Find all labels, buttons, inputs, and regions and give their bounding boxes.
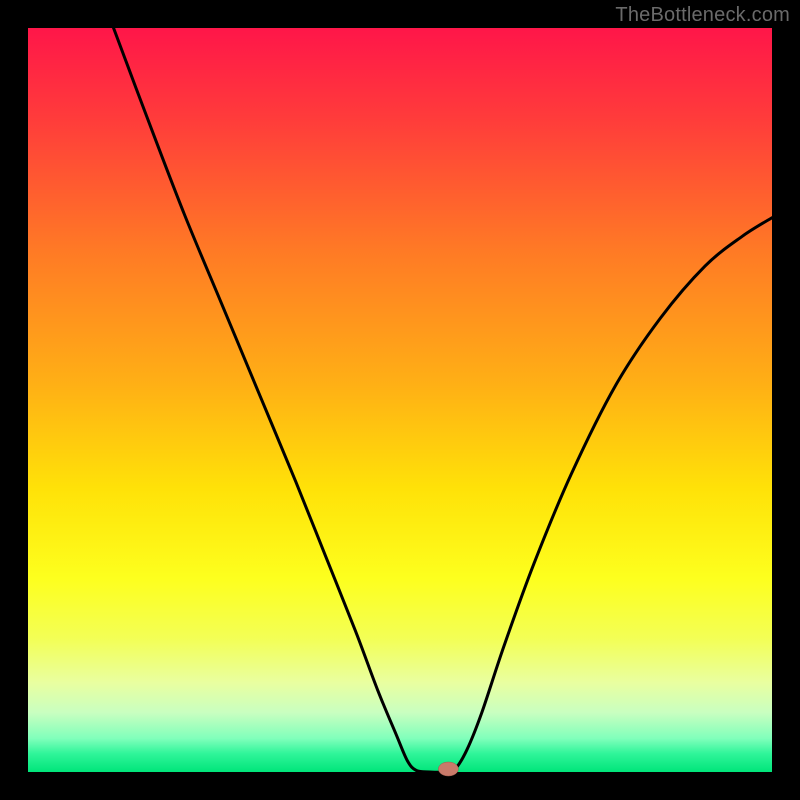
plot-background [28, 28, 772, 772]
watermark-text: TheBottleneck.com [615, 4, 790, 27]
chart-container: TheBottleneck.com [0, 0, 800, 800]
bottleneck-chart [0, 0, 800, 800]
optimal-point-marker [438, 762, 458, 776]
